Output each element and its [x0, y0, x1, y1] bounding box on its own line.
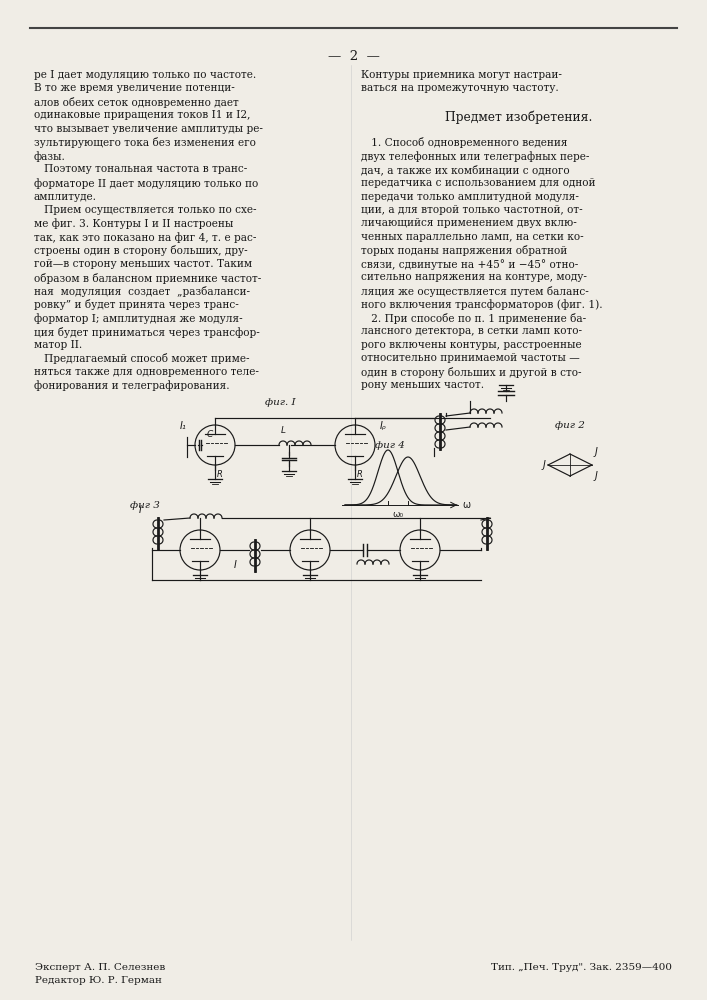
Text: гой—в сторону меньших частот. Таким: гой—в сторону меньших частот. Таким	[34, 259, 252, 269]
Text: личающийся применением двух вклю-: личающийся применением двух вклю-	[361, 218, 576, 228]
Text: ω: ω	[462, 500, 470, 510]
Text: фиг. I: фиг. I	[264, 398, 296, 407]
Text: дач, а также их комбинации с одного: дач, а также их комбинации с одного	[361, 164, 569, 175]
Text: Тип. „Печ. Труд". Зак. 2359—400: Тип. „Печ. Труд". Зак. 2359—400	[491, 963, 672, 972]
Text: Поэтому тональная частота в транс-: Поэтому тональная частота в транс-	[34, 164, 247, 174]
Text: форматор I; амплитудная же модуля-: форматор I; амплитудная же модуля-	[34, 313, 243, 324]
Text: фонирования и телеграфирования.: фонирования и телеграфирования.	[34, 380, 230, 391]
Text: ляция же осуществляется путем баланс-: ляция же осуществляется путем баланс-	[361, 286, 588, 297]
Text: матор II.: матор II.	[34, 340, 82, 350]
Text: фиг 3: фиг 3	[130, 501, 160, 510]
Text: сительно напряжения на контуре, моду-: сительно напряжения на контуре, моду-	[361, 272, 586, 282]
Text: 2. При способе по п. 1 применение ба-: 2. При способе по п. 1 применение ба-	[361, 313, 585, 324]
Text: передатчика с использованием для одной: передатчика с использованием для одной	[361, 178, 595, 188]
Text: J: J	[595, 471, 598, 481]
Text: Прием осуществляется только по схе-: Прием осуществляется только по схе-	[34, 205, 257, 215]
Text: няться также для одновременного теле-: няться также для одновременного теле-	[34, 367, 259, 377]
Text: I: I	[139, 505, 141, 515]
Text: ная  модуляция  создает  „разбаланси-: ная модуляция создает „разбаланси-	[34, 286, 250, 297]
Text: фазы.: фазы.	[34, 151, 66, 162]
Text: —  2  —: — 2 —	[327, 50, 380, 63]
Text: Iᵨ: Iᵨ	[380, 421, 387, 431]
Text: связи, сдвинутые на +45° и −45° отно-: связи, сдвинутые на +45° и −45° отно-	[361, 259, 578, 270]
Text: передачи только амплитудной модуля-: передачи только амплитудной модуля-	[361, 192, 578, 202]
Text: зультирующего тока без изменения его: зультирующего тока без изменения его	[34, 137, 256, 148]
Text: фиг 4: фиг 4	[375, 441, 405, 450]
Text: ченных параллельно ламп, на сетки ко-: ченных параллельно ламп, на сетки ко-	[361, 232, 583, 242]
Text: образом в балансном приемнике частот-: образом в балансном приемнике частот-	[34, 272, 261, 284]
Text: так, как это показано на фиг 4, т. е рас-: так, как это показано на фиг 4, т. е рас…	[34, 232, 257, 243]
Text: ре I дает модуляцию только по частоте.: ре I дает модуляцию только по частоте.	[34, 70, 256, 80]
Text: Эксперт А. П. Селезнев: Эксперт А. П. Селезнев	[35, 963, 165, 972]
Text: торых поданы напряжения обратной: торых поданы напряжения обратной	[361, 245, 567, 256]
Text: ме фиг. 3. Контуры I и II настроены: ме фиг. 3. Контуры I и II настроены	[34, 218, 233, 229]
Text: строены один в сторону больших, дру-: строены один в сторону больших, дру-	[34, 245, 247, 256]
Text: рого включены контуры, расстроенные: рого включены контуры, расстроенные	[361, 340, 581, 350]
Text: ровку” и будет принята через транс-: ровку” и будет принята через транс-	[34, 300, 239, 310]
Text: лансного детектора, в сетки ламп кото-: лансного детектора, в сетки ламп кото-	[361, 326, 582, 336]
Text: ного включения трансформаторов (фиг. 1).: ного включения трансформаторов (фиг. 1).	[361, 300, 602, 310]
Text: рону меньших частот.: рону меньших частот.	[361, 380, 484, 390]
Text: двух телефонных или телеграфных пере-: двух телефонных или телеграфных пере-	[361, 151, 589, 162]
Text: R: R	[217, 470, 223, 479]
Text: J: J	[595, 447, 598, 457]
Text: 1. Способ одновременного ведения: 1. Способ одновременного ведения	[361, 137, 567, 148]
Text: ции, а для второй только частотной, от-: ции, а для второй только частотной, от-	[361, 205, 582, 215]
Text: фиг 2: фиг 2	[555, 421, 585, 430]
Text: ваться на промежуточную частоту.: ваться на промежуточную частоту.	[361, 83, 559, 93]
Text: I₁: I₁	[180, 421, 187, 431]
Text: C: C	[207, 430, 213, 439]
Text: Предмет изобретения.: Предмет изобретения.	[445, 110, 592, 124]
Text: I: I	[233, 560, 236, 570]
Text: одинаковые приращения токов I1 и I2,: одинаковые приращения токов I1 и I2,	[34, 110, 250, 120]
Text: относительно принимаемой частоты —: относительно принимаемой частоты —	[361, 353, 579, 363]
Text: один в сторону больших и другой в сто-: один в сторону больших и другой в сто-	[361, 367, 581, 378]
Text: J: J	[542, 460, 545, 470]
Text: амплитуде.: амплитуде.	[34, 192, 97, 202]
Text: что вызывает увеличение амплитуды ре-: что вызывает увеличение амплитуды ре-	[34, 124, 263, 134]
Text: Предлагаемый способ может приме-: Предлагаемый способ может приме-	[34, 353, 250, 364]
Text: алов обеих сеток одновременно дает: алов обеих сеток одновременно дает	[34, 97, 239, 108]
Text: форматоре II дает модуляцию только по: форматоре II дает модуляцию только по	[34, 178, 258, 189]
Text: Редактор Ю. Р. Герман: Редактор Ю. Р. Герман	[35, 976, 162, 985]
Text: В то же время увеличение потенци-: В то же время увеличение потенци-	[34, 83, 235, 93]
Text: ция будет приниматься через трансфор-: ция будет приниматься через трансфор-	[34, 326, 259, 338]
Text: Контуры приемника могут настраи-: Контуры приемника могут настраи-	[361, 70, 561, 80]
Text: R: R	[357, 470, 363, 479]
Text: ω₀: ω₀	[392, 510, 404, 519]
Text: L: L	[281, 426, 286, 435]
